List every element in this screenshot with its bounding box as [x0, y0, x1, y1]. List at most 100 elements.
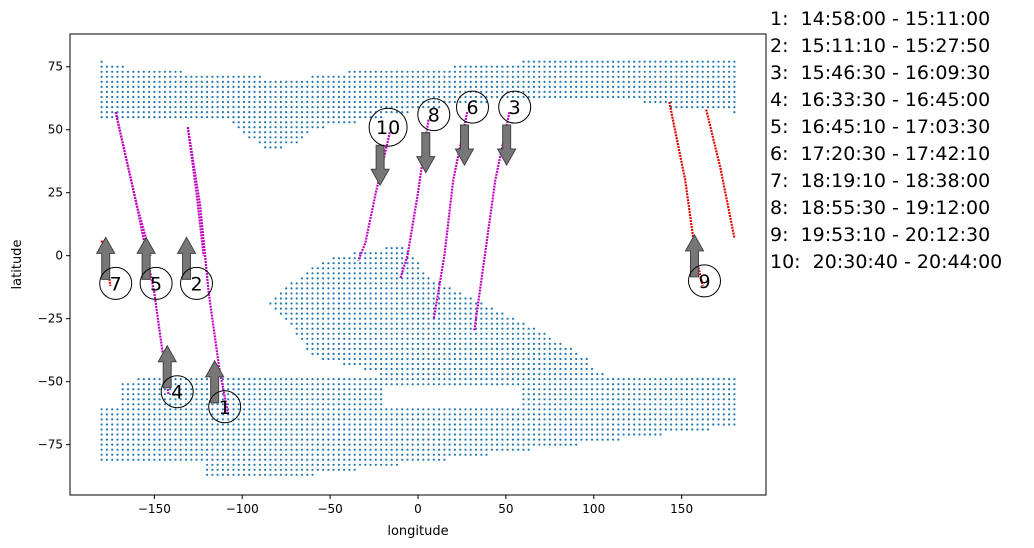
land-point	[485, 423, 488, 426]
land-point	[380, 70, 383, 73]
land-point	[612, 85, 615, 88]
land-point	[343, 307, 346, 310]
land-point	[453, 85, 456, 88]
land-point	[190, 433, 193, 436]
land-point	[332, 267, 335, 270]
land-point	[374, 106, 377, 109]
land-point	[179, 458, 182, 461]
land-point	[733, 80, 736, 83]
land-point	[596, 70, 599, 73]
land-point	[564, 362, 567, 366]
land-point	[701, 90, 704, 93]
land-point	[290, 302, 293, 305]
land-point	[200, 100, 203, 104]
land-point	[564, 367, 567, 371]
land-point	[448, 337, 451, 340]
land-point	[722, 388, 725, 391]
land-point	[422, 307, 425, 310]
land-point	[464, 438, 467, 441]
land-point	[728, 408, 731, 411]
land-point	[422, 95, 425, 99]
land-point	[390, 297, 393, 300]
land-point	[148, 70, 151, 73]
land-point	[401, 332, 404, 335]
land-point	[348, 428, 351, 431]
land-point	[401, 312, 404, 315]
land-point	[448, 297, 451, 300]
land-point	[712, 95, 715, 99]
land-point	[432, 90, 435, 93]
land-point	[242, 433, 246, 436]
land-point	[200, 458, 203, 461]
land-point	[258, 100, 261, 104]
land-point	[364, 403, 367, 406]
land-point	[153, 75, 156, 78]
land-point	[385, 463, 388, 466]
land-point	[490, 80, 493, 83]
land-point	[395, 433, 398, 436]
land-point	[480, 352, 483, 355]
land-point	[195, 106, 198, 109]
land-point	[585, 367, 588, 371]
land-point	[617, 418, 620, 421]
land-point	[438, 433, 441, 436]
land-point	[142, 393, 145, 396]
land-point	[453, 443, 456, 446]
land-point	[237, 383, 240, 386]
land-point	[332, 262, 335, 265]
land-point	[427, 352, 430, 355]
land-point	[327, 297, 330, 300]
land-point	[432, 438, 435, 441]
land-point	[469, 357, 472, 361]
land-point	[701, 106, 704, 109]
land-point	[332, 292, 335, 295]
track-marker-7: 7	[95, 236, 133, 300]
land-point	[522, 443, 525, 446]
land-point	[311, 443, 314, 446]
land-point	[496, 317, 499, 320]
land-point	[337, 347, 340, 350]
land-point	[369, 100, 372, 104]
land-point	[332, 448, 335, 451]
land-point	[548, 388, 551, 391]
land-point	[353, 272, 356, 275]
land-point	[237, 443, 240, 446]
land-point	[211, 403, 214, 406]
land-point	[427, 453, 430, 456]
land-point	[580, 373, 583, 376]
land-point	[501, 332, 504, 335]
land-point	[200, 403, 203, 406]
land-point	[327, 312, 330, 315]
land-point	[306, 287, 309, 290]
land-point	[337, 448, 340, 451]
land-point	[601, 95, 604, 99]
land-point	[406, 90, 409, 93]
land-point	[548, 65, 551, 68]
land-point	[311, 85, 314, 88]
land-point	[232, 388, 235, 391]
land-point	[300, 453, 304, 456]
land-point	[206, 111, 209, 114]
land-point	[285, 443, 288, 446]
land-point	[411, 100, 414, 104]
land-point	[153, 388, 156, 391]
land-point	[269, 383, 272, 386]
land-point	[232, 458, 235, 461]
land-point	[601, 413, 604, 416]
land-point	[606, 388, 609, 391]
land-point	[427, 322, 430, 325]
land-point	[517, 413, 520, 416]
land-point	[348, 418, 351, 421]
land-point	[264, 418, 267, 421]
land-point	[643, 90, 646, 93]
land-point	[728, 80, 731, 83]
land-point	[432, 106, 435, 109]
land-point	[401, 252, 404, 255]
land-point	[174, 428, 177, 431]
land-point	[606, 85, 609, 88]
land-point	[269, 80, 272, 83]
land-point	[148, 116, 151, 119]
land-point	[648, 423, 652, 426]
land-point	[527, 448, 530, 451]
